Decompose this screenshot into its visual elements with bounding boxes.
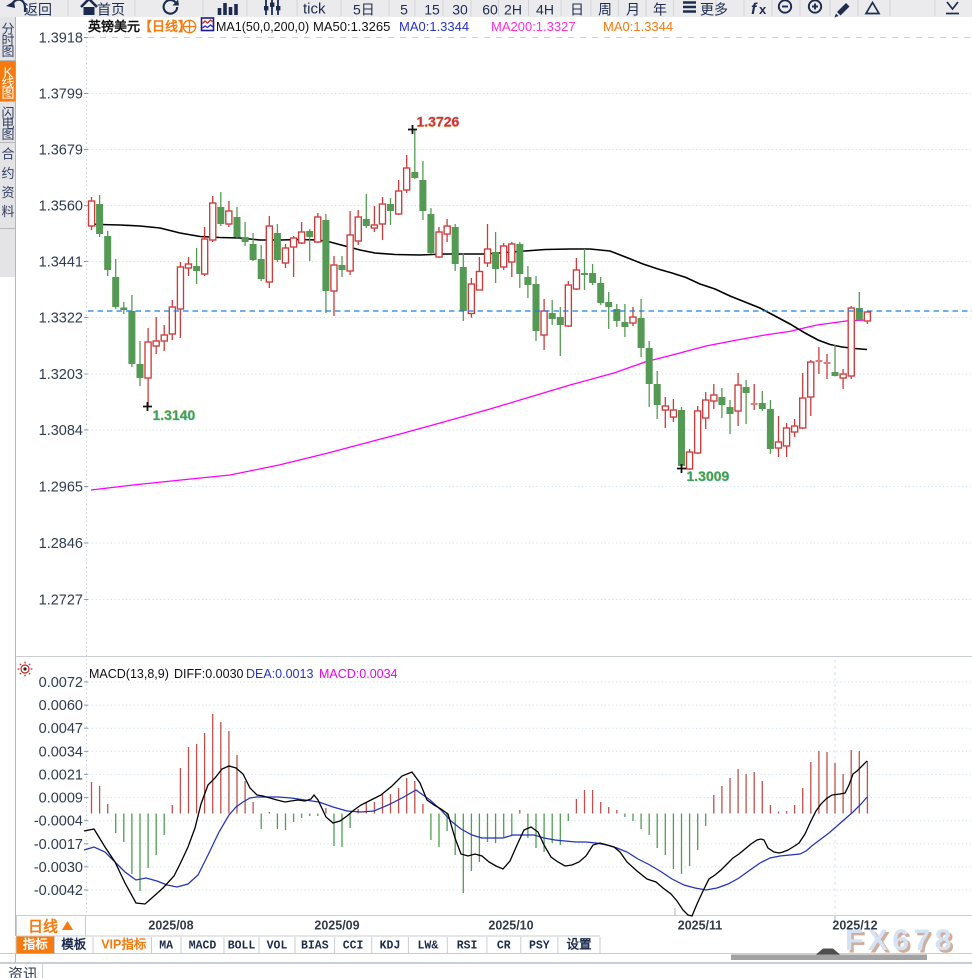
svg-text:DEA:0.0013: DEA:0.0013 [246,667,313,681]
svg-text:1.3203: 1.3203 [39,367,83,383]
svg-text:资讯: 资讯 [8,966,38,978]
svg-text:约: 约 [1,166,14,181]
svg-text:0.0021: 0.0021 [39,767,83,783]
svg-text:1.3560: 1.3560 [39,199,83,215]
svg-text:MA0:1.3344: MA0:1.3344 [603,19,673,34]
svg-text:tick: tick [303,1,326,18]
svg-text:图: 图 [1,44,14,59]
svg-text:2025/10: 2025/10 [488,919,533,933]
svg-text:MA200:1.3327: MA200:1.3327 [491,19,576,34]
svg-text:1.3009: 1.3009 [687,469,730,485]
svg-text:x: x [759,2,767,17]
svg-text:RSI: RSI [457,940,478,953]
svg-text:MA: MA [159,940,173,953]
svg-text:设置: 设置 [566,937,592,952]
svg-text:MA1(50,0,200,0): MA1(50,0,200,0) [216,20,309,34]
svg-text:-0.0042: -0.0042 [34,883,83,899]
svg-text:15: 15 [424,2,440,18]
svg-text:1.3140: 1.3140 [153,408,196,424]
svg-text:英镑美元: 英镑美元 [87,19,140,34]
svg-text:0.0060: 0.0060 [39,698,83,714]
svg-text:1.3140: 1.3140 [152,406,195,422]
svg-text:闪: 闪 [1,106,14,121]
svg-text:MA0:1.3344: MA0:1.3344 [399,19,469,34]
svg-text:-0.0030: -0.0030 [34,860,83,876]
svg-text:VIP指标: VIP指标 [101,937,147,952]
svg-text:1.3726: 1.3726 [416,114,459,130]
svg-text:CR: CR [497,940,511,953]
svg-text:f: f [751,1,758,18]
svg-text:1.3009: 1.3009 [686,467,729,483]
svg-text:1.3140: 1.3140 [153,407,196,423]
svg-text:1.3009: 1.3009 [687,468,730,484]
svg-text:BIAS: BIAS [301,940,329,953]
svg-text:VOL: VOL [267,940,288,953]
svg-text:-0.0004: -0.0004 [34,814,83,830]
svg-text:电: 电 [1,116,14,131]
svg-text:月: 月 [626,2,640,18]
svg-text:PSY: PSY [529,940,550,953]
svg-text:资: 资 [1,185,14,200]
svg-text:1.2965: 1.2965 [39,480,83,496]
svg-text:FX678: FX678 [845,924,956,957]
svg-text:CCI: CCI [343,940,364,953]
svg-text:时: 时 [1,33,14,48]
svg-text:MACD:0.0034: MACD:0.0034 [319,667,398,681]
svg-text:2025/09: 2025/09 [314,919,359,933]
svg-text:周: 周 [598,2,612,18]
svg-text:2025/08: 2025/08 [148,919,193,933]
svg-text:年: 年 [653,2,667,18]
svg-text:1.3322: 1.3322 [39,311,83,327]
svg-text:料: 料 [1,204,14,219]
svg-text:分: 分 [1,22,14,37]
svg-text:K: K [4,65,13,80]
svg-text:-0.0017: -0.0017 [34,837,83,853]
svg-text:线: 线 [1,75,14,90]
svg-text:1.3441: 1.3441 [39,255,83,271]
svg-text:合: 合 [1,147,14,162]
svg-text:2025/12: 2025/12 [832,919,877,933]
svg-text:日: 日 [570,2,584,18]
svg-text:日线: 日线 [28,918,58,936]
svg-text:指标: 指标 [23,937,49,952]
svg-text:1.2846: 1.2846 [39,536,83,552]
svg-text:30: 30 [452,2,468,18]
svg-text:4H: 4H [536,2,554,18]
svg-text:1.3679: 1.3679 [39,143,83,159]
svg-text:1.2727: 1.2727 [39,593,83,609]
svg-text:返回: 返回 [24,2,52,18]
svg-text:LW&: LW& [418,940,439,953]
svg-text:1.3726: 1.3726 [417,113,460,129]
svg-text:2H: 2H [504,2,522,18]
svg-text:2025/11: 2025/11 [678,919,723,933]
svg-text:1.3726: 1.3726 [417,114,460,130]
svg-text:1.3918: 1.3918 [39,31,83,47]
svg-text:图: 图 [1,86,14,101]
svg-text:KDJ: KDJ [380,940,401,953]
svg-text:DIFF:0.0030: DIFF:0.0030 [174,667,244,681]
svg-text:1.3799: 1.3799 [39,87,83,103]
svg-text:0.0034: 0.0034 [39,744,83,760]
svg-text:MACD(13,8,9): MACD(13,8,9) [89,667,169,681]
svg-text:BOLL: BOLL [228,940,256,953]
svg-text:5: 5 [400,2,408,18]
svg-text:MA50:1.3265: MA50:1.3265 [313,19,390,34]
svg-text:【日线】: 【日线】 [139,19,191,34]
svg-text:首页: 首页 [97,2,125,18]
svg-text:MACD: MACD [189,940,217,953]
svg-text:5日: 5日 [353,2,375,18]
svg-text:图: 图 [1,127,14,142]
svg-text:0.0072: 0.0072 [39,675,83,691]
svg-text:更多: 更多 [700,2,728,18]
svg-text:1.3084: 1.3084 [39,423,83,439]
svg-text:0.0009: 0.0009 [39,791,83,807]
svg-text:0.0047: 0.0047 [39,721,83,737]
svg-text:模板: 模板 [61,937,87,952]
svg-text:60: 60 [482,2,498,18]
svg-text:FX678: FX678 [848,927,959,960]
